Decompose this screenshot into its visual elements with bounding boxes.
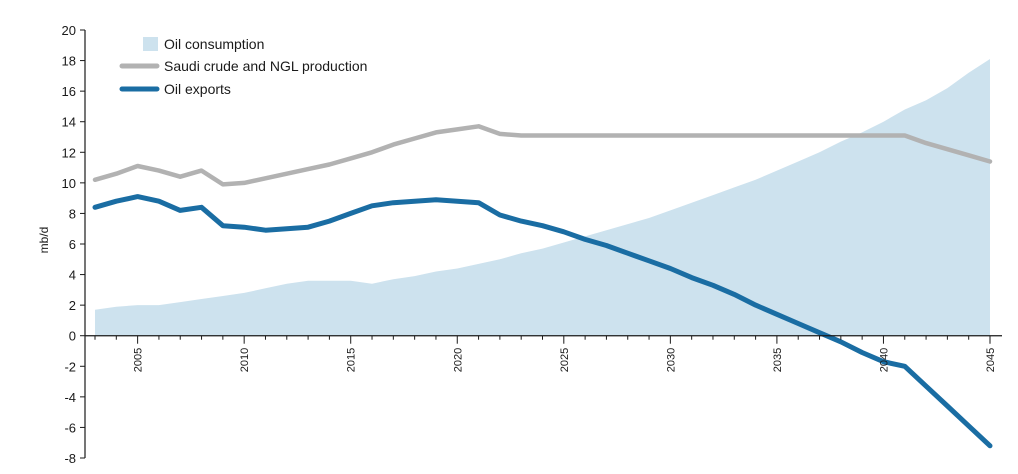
y-tick-label: 4 — [69, 268, 76, 283]
y-tick-label: 2 — [69, 298, 76, 313]
x-tick-label: 2035 — [772, 348, 784, 372]
legend-label: Oil exports — [164, 81, 231, 97]
legend: Oil consumption Saudi crude and NGL produ… — [119, 36, 367, 97]
y-tick-label: 18 — [62, 54, 76, 69]
series-line-saudi-production — [92, 124, 993, 187]
x-tick-label: 2030 — [665, 348, 677, 372]
plot-area — [92, 59, 993, 449]
x-tick-label: 2040 — [879, 348, 891, 372]
legend-item-exports: Oil exports — [119, 81, 231, 97]
y-tick-label: -8 — [64, 451, 76, 466]
legend-item-consumption: Oil consumption — [143, 36, 264, 52]
y-tick-label: 16 — [62, 84, 76, 99]
x-tick-label: 2045 — [985, 348, 997, 372]
legend-item-production: Saudi crude and NGL production — [119, 58, 367, 74]
series-lines-layer — [92, 124, 993, 449]
y-tick-label: 14 — [62, 115, 76, 130]
x-tick-label: 2010 — [239, 348, 251, 372]
legend-label: Saudi crude and NGL production — [164, 58, 367, 74]
y-axis-title: mb/d — [37, 227, 51, 254]
x-tick-label: 2025 — [559, 348, 571, 372]
y-tick-label: 0 — [69, 329, 76, 344]
x-tick-label: 2015 — [346, 348, 358, 372]
x-tick-label: 2020 — [452, 348, 464, 372]
y-tick-label: 8 — [69, 206, 76, 221]
consumption-area-layer — [95, 59, 990, 336]
y-tick-label: 10 — [62, 176, 76, 191]
series-line-oil-exports — [92, 194, 993, 449]
y-tick-label: -4 — [64, 390, 76, 405]
y-tick-label: -6 — [64, 420, 76, 435]
y-tick-label: 6 — [69, 237, 76, 252]
x-tick-label: 2005 — [133, 348, 145, 372]
y-tick-label: 20 — [62, 23, 76, 38]
series-area-oil-consumption — [95, 59, 990, 336]
legend-label: Oil consumption — [164, 36, 264, 52]
y-tick-label: -2 — [64, 359, 76, 374]
legend-swatch — [143, 37, 158, 51]
y-tick-label: 12 — [62, 145, 76, 160]
